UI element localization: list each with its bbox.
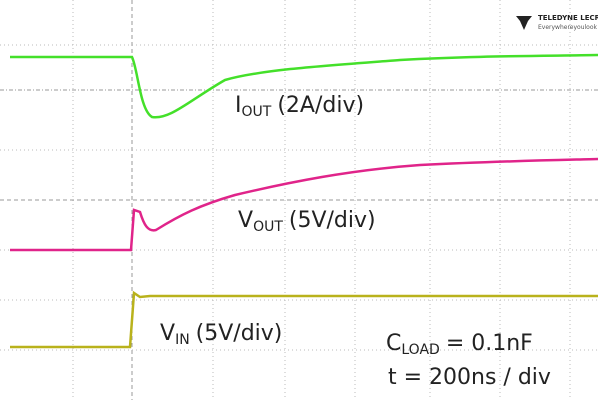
scale: (5V/div) (289, 208, 376, 233)
iout-trace (10, 53, 598, 119)
subscript: IN (175, 332, 190, 348)
iout-label: IOUT (2A/div) (235, 93, 364, 120)
subscript: OUT (242, 104, 272, 120)
symbol: C (386, 331, 401, 356)
vin-label: VIN (5V/div) (160, 321, 282, 348)
timebase-label: t = 200ns / div (388, 365, 551, 390)
vout-trace (10, 157, 598, 252)
symbol: V (238, 208, 253, 233)
scale: (2A/div) (277, 93, 364, 118)
vout-label: VOUT (5V/div) (238, 208, 376, 235)
logo: TELEDYNE LECROY Everywhereyoulook (516, 14, 598, 31)
subscript: OUT (253, 219, 283, 235)
logo-brand: TELEDYNE LECROY (538, 14, 598, 22)
vin-trace (10, 290, 598, 349)
value: = 0.1nF (446, 331, 533, 356)
subscript: LOAD (401, 342, 439, 358)
symbol: V (160, 321, 175, 346)
logo-tagline: Everywhereyoulook (538, 24, 598, 31)
logo-icon (516, 16, 532, 30)
scale: (5V/div) (196, 321, 283, 346)
symbol: I (235, 93, 242, 118)
cload-label: CLOAD = 0.1nF (386, 331, 533, 358)
